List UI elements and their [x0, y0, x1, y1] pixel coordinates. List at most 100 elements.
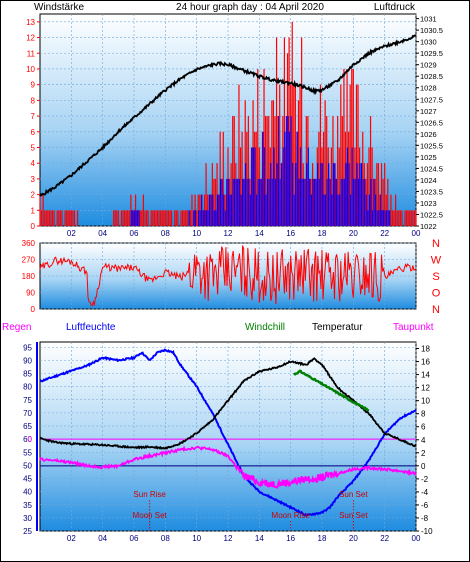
annotation-label: Moon Rise: [272, 511, 311, 520]
pressure-tick-label: 1023: [420, 199, 437, 208]
wind-tick-label: 10: [26, 65, 35, 74]
compass-label: S: [432, 271, 439, 283]
humidity-tick-label: 70: [23, 409, 32, 418]
hour-tick-label: 00: [412, 229, 421, 238]
hour-tick-label: 14: [255, 534, 264, 543]
humidity-temperature-marks: [39, 348, 417, 518]
wind-tick-label: 2: [31, 191, 36, 200]
annotation-label: Sun Rise: [133, 490, 166, 499]
humidity-tick-label: 60: [23, 435, 32, 444]
wind-tick-label: 9: [31, 81, 36, 90]
hour-tick-label: 14: [255, 229, 264, 238]
wind-tick-label: 0: [31, 222, 36, 231]
hour-tick-label: 20: [349, 229, 358, 238]
wind-pressure-axes: 02 04 06 08 10 12 14 16 18 20 22 000123456789101112…: [26, 15, 443, 238]
temperature-tick-label: -10: [421, 527, 433, 536]
luftfeuchte-line: [39, 348, 417, 518]
wind-tick-label: 6: [31, 128, 36, 137]
direction-tick-label: 270: [22, 256, 36, 265]
pressure-tick-label: 1028: [420, 84, 437, 93]
wind-tick-label: 3: [31, 175, 36, 184]
temperature-tick-label: 16: [421, 358, 430, 367]
pressure-tick-label: 1025: [420, 153, 437, 162]
temperature-tick-label: -2: [421, 475, 429, 484]
wind-tick-label: 12: [26, 34, 35, 43]
wind-tick-label: 11: [27, 49, 36, 58]
hour-tick-label: 08: [161, 534, 170, 543]
humidity-tick-label: 65: [23, 422, 32, 431]
direction-tick-label: 0: [31, 305, 36, 314]
wind-pressure-marks: [39, 21, 417, 226]
humidity-tick-label: 25: [23, 527, 32, 536]
pressure-tick-label: 1027.5: [420, 95, 443, 104]
hour-tick-label: 20: [349, 534, 358, 543]
wind-direction-axes: 0 N 90 O 180 S 270 W 360 N: [22, 238, 442, 316]
legend-temperatur: Temperatur: [312, 322, 363, 333]
compass-label: N: [432, 304, 440, 316]
hour-tick-label: 00: [412, 534, 421, 543]
hour-tick-label: 02: [67, 229, 76, 238]
header-left-label: Windstärke: [34, 2, 84, 13]
wind-tick-label: 1: [31, 206, 36, 215]
wind-tick-label: 13: [26, 18, 35, 27]
humidity-tick-label: 50: [23, 461, 32, 470]
temperature-tick-label: 8: [421, 410, 426, 419]
pressure-tick-label: 1022.5: [420, 210, 443, 219]
hour-tick-label: 06: [130, 534, 139, 543]
wind-tick-label: 5: [31, 143, 36, 152]
humidity-tick-label: 85: [23, 370, 32, 379]
rain-zero-label: 0: [28, 435, 33, 444]
temperature-tick-label: 6: [421, 423, 426, 432]
humidity-tick-label: 55: [23, 448, 32, 457]
pressure-tick-label: 1022: [420, 222, 437, 231]
annotation-label: Sun Set: [339, 490, 368, 499]
pressure-tick-label: 1024.5: [420, 164, 443, 173]
wind-tick-label: 4: [31, 159, 36, 168]
hour-tick-label: 18: [318, 229, 327, 238]
temperature-tick-label: 4: [421, 436, 426, 445]
pressure-tick-label: 1027: [420, 107, 437, 116]
direction-tick-label: 360: [22, 239, 36, 248]
temperature-tick-label: -8: [421, 514, 429, 523]
humidity-tick-label: 35: [23, 501, 32, 510]
hour-tick-label: 10: [192, 534, 201, 543]
temperature-tick-label: 14: [421, 371, 430, 380]
direction-tick-label: 180: [22, 272, 36, 281]
hour-tick-label: 06: [130, 229, 139, 238]
annotation-label: Sun Set: [339, 511, 368, 520]
humidity-tick-label: 75: [23, 396, 32, 405]
pressure-tick-label: 1023.5: [420, 187, 443, 196]
wind-tick-label: 8: [31, 96, 36, 105]
hour-tick-label: 22: [380, 229, 389, 238]
taupunkt-line: [39, 445, 417, 489]
compass-label: O: [432, 288, 441, 300]
hour-tick-label: 02: [67, 534, 76, 543]
legend-luftfeuchte: Luftfeuchte: [66, 322, 116, 333]
pressure-tick-label: 1024: [420, 176, 437, 185]
legend-regen: Regen: [2, 322, 31, 333]
header-center-label: 24 hour graph day : 04 April 2020: [176, 2, 324, 13]
hour-tick-label: 22: [380, 534, 389, 543]
header-right-label: Luftdruck: [374, 2, 416, 13]
pressure-tick-label: 1028.5: [420, 72, 443, 81]
pressure-tick-label: 1025.5: [420, 141, 443, 150]
temperature-tick-label: 18: [421, 345, 430, 354]
hour-tick-label: 18: [318, 534, 327, 543]
pressure-tick-label: 1031: [420, 15, 437, 24]
compass-label: N: [432, 238, 440, 250]
direction-tick-label: 90: [26, 289, 35, 298]
pressure-tick-label: 1029: [420, 61, 437, 70]
annotation-label: Moon Set: [133, 511, 168, 520]
hour-tick-label: 08: [161, 229, 170, 238]
pressure-tick-label: 1026: [420, 130, 437, 139]
temperature-tick-label: 0: [421, 462, 426, 471]
hour-tick-label: 12: [224, 229, 233, 238]
hour-tick-label: 16: [286, 229, 295, 238]
temperatur-line: [39, 357, 417, 450]
pressure-tick-label: 1030.5: [420, 26, 443, 35]
humidity-tick-label: 95: [23, 343, 32, 352]
humidity-tick-label: 40: [23, 488, 32, 497]
hour-tick-label: 16: [286, 534, 295, 543]
temperature-tick-label: -6: [421, 501, 429, 510]
